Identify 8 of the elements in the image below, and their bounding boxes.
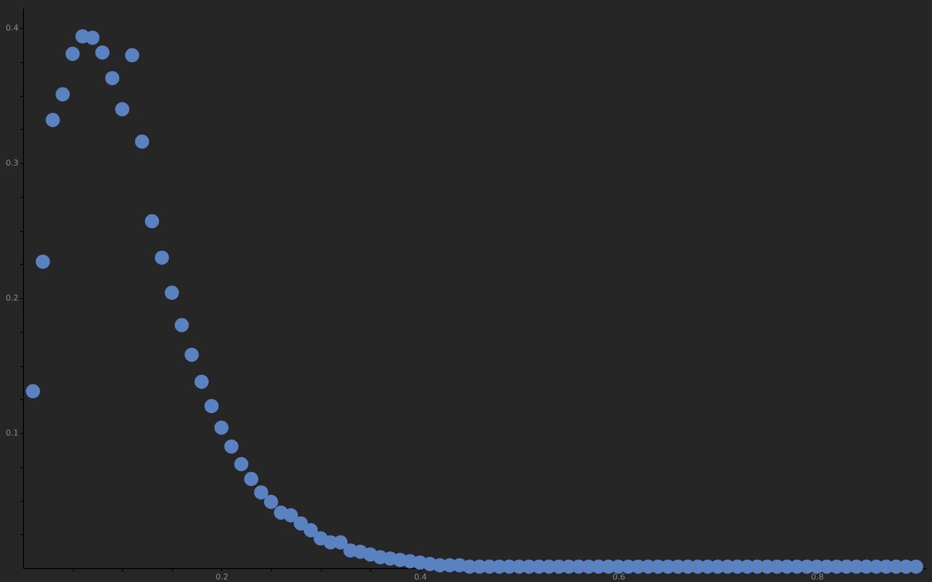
y-tick-label: 0.4 [6, 24, 18, 33]
y-tick-label: 0.1 [6, 428, 18, 438]
y-tick-label: 0.2 [6, 294, 18, 303]
x-tick-label: 0.6 [612, 572, 626, 582]
x-tick-label: 0.8 [810, 572, 824, 582]
x-tick-label: 0.4 [414, 572, 427, 582]
x-tick-label: 0.2 [216, 572, 228, 582]
y-tick-label: 0.3 [6, 158, 18, 168]
